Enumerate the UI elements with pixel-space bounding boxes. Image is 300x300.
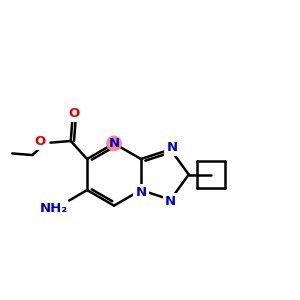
Text: N: N bbox=[108, 137, 120, 150]
Text: O: O bbox=[68, 107, 80, 120]
Circle shape bbox=[107, 136, 121, 151]
Text: N: N bbox=[165, 195, 176, 208]
Text: NH₂: NH₂ bbox=[39, 202, 68, 215]
Text: N: N bbox=[135, 186, 146, 199]
Text: O: O bbox=[34, 135, 46, 148]
Text: N: N bbox=[167, 141, 178, 154]
